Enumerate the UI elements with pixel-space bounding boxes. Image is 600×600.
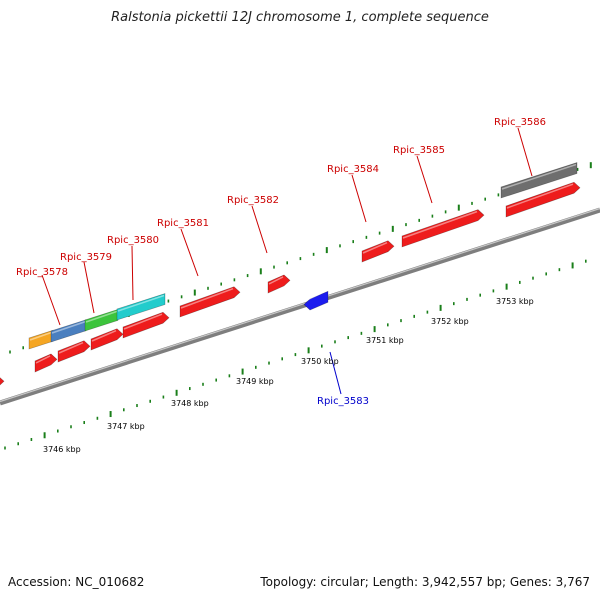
gene-arrow-7[interactable] <box>267 274 291 294</box>
gene-label-rpic-3579[interactable]: Rpic_3579 <box>60 252 112 263</box>
gene-highlight <box>29 331 53 341</box>
gene-arrow-1[interactable] <box>0 376 5 390</box>
gene-arrow-3[interactable] <box>57 340 91 363</box>
gene-arrow-14[interactable] <box>116 293 166 321</box>
gene-arrow-5[interactable] <box>122 311 170 339</box>
gene-pointer-line <box>517 127 533 177</box>
gene-highlight <box>501 163 577 190</box>
genes-layer <box>0 162 581 390</box>
gene-highlight <box>304 292 322 302</box>
kbp-labels-layer: 3746 kbp 3747 kbp 3748 kbp 3749 kbp 3750 kbp… <box>43 297 534 454</box>
kbp-label: 3749 kbp <box>236 377 274 386</box>
gene-label-rpic-3578[interactable]: Rpic_3578 <box>16 267 68 278</box>
gene-highlight <box>402 210 478 239</box>
gene-label-rpic-3583[interactable]: Rpic_3583 <box>317 396 369 407</box>
gene-label-rpic-3582[interactable]: Rpic_3582 <box>227 195 279 206</box>
gene-label-rpic-3586[interactable]: Rpic_3586 <box>494 117 546 128</box>
gene-arrow-15[interactable] <box>303 290 329 311</box>
reverse-tick-row <box>4 259 587 450</box>
kbp-label: 3753 kbp <box>496 297 534 306</box>
gene-highlight <box>180 287 234 309</box>
chromosome-backbone <box>0 207 600 406</box>
label-lines-layer <box>41 127 533 395</box>
gene-pointer-line <box>41 274 61 326</box>
gene-label-rpic-3584[interactable]: Rpic_3584 <box>327 164 379 175</box>
gene-pointer-line <box>83 261 95 314</box>
topology-text: Topology: circular; Length: 3,942,557 bp… <box>260 575 590 589</box>
gene-label-rpic-3580[interactable]: Rpic_3580 <box>107 235 159 246</box>
gene-arrow-8[interactable] <box>361 240 395 263</box>
kbp-label: 3748 kbp <box>171 399 209 408</box>
gene-highlight <box>362 242 388 254</box>
gene-label-rpic-3585[interactable]: Rpic_3585 <box>393 145 445 156</box>
gene-pointer-line <box>329 351 342 395</box>
gene-highlight <box>85 310 118 323</box>
gene-arrow-10[interactable] <box>505 181 581 218</box>
gene-arrow-16[interactable] <box>500 162 578 199</box>
gene-label-rpic-3581[interactable]: Rpic_3581 <box>157 218 209 229</box>
gene-arrow-9[interactable] <box>401 209 485 248</box>
chromosome-backbone-highlight <box>0 207 600 403</box>
kbp-label: 3752 kbp <box>431 317 469 326</box>
map-title: Ralstonia pickettii 12J chromosome 1, co… <box>111 10 489 25</box>
gene-pointer-line <box>180 228 199 277</box>
kbp-label: 3746 kbp <box>43 445 81 454</box>
kbp-label: 3751 kbp <box>366 336 404 345</box>
gene-highlight <box>123 313 163 330</box>
accession-text: Accession: NC_010682 <box>8 575 145 589</box>
gene-pointer-line <box>251 205 268 254</box>
gene-highlight <box>58 342 84 354</box>
gene-highlight <box>268 276 284 285</box>
kbp-label: 3747 kbp <box>107 422 145 431</box>
gene-arrow-2[interactable] <box>34 353 58 373</box>
gene-arrow-11[interactable] <box>28 329 54 350</box>
gene-pointer-line <box>131 245 134 301</box>
labels-layer: Rpic_3578 Rpic_3579 Rpic_3580 Rpic_3581 Rpic… <box>16 117 546 407</box>
kbp-label: 3750 kbp <box>301 357 339 366</box>
gene-highlight <box>506 183 574 209</box>
gene-pointer-line <box>416 155 433 204</box>
gene-arrow-4[interactable] <box>90 328 124 351</box>
gene-arrow-6[interactable] <box>179 286 241 318</box>
gene-highlight <box>35 355 51 364</box>
gene-highlight <box>51 321 86 334</box>
gene-pointer-line <box>351 174 367 223</box>
gene-highlight <box>91 330 117 342</box>
gene-highlight <box>117 294 165 312</box>
